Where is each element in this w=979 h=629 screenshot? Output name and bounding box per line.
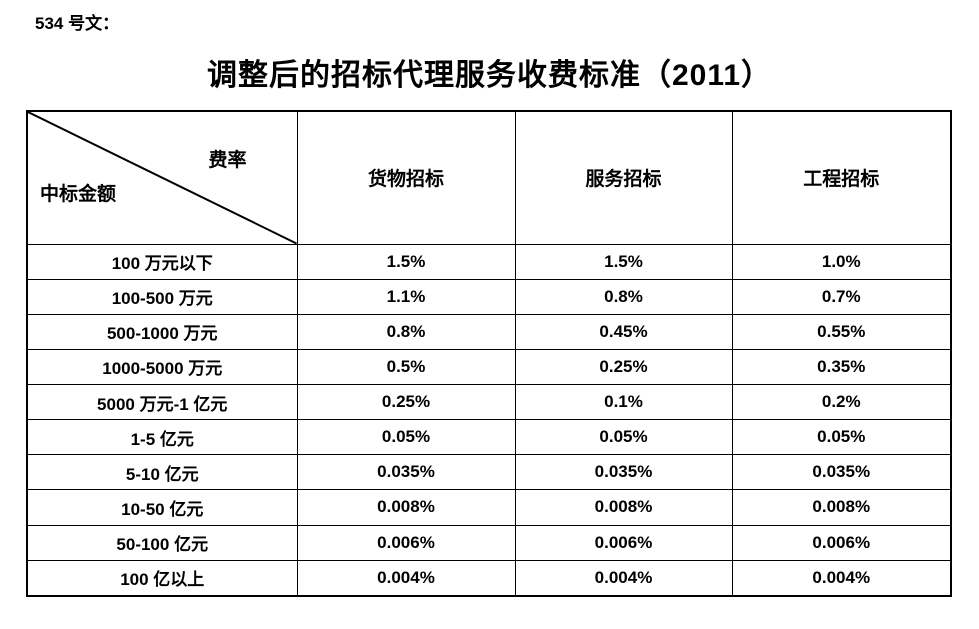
table-row: 100-500 万元 1.1% 0.8% 0.7% [26,278,952,315]
diagonal-line [28,112,297,244]
rate-cell: 0.8% [296,313,516,350]
rate-cell: 0.008% [514,489,733,526]
row-label-cell: 10-50 亿元 [26,489,298,526]
row-label-cell: 500-1000 万元 [26,313,298,350]
row-label-cell: 1-5 亿元 [26,419,298,456]
row-label-cell: 1000-5000 万元 [26,348,298,386]
row-label-cell: 50-100 亿元 [26,524,298,561]
rate-cell: 0.05% [514,419,733,456]
rate-cell: 0.2% [731,383,952,421]
rate-cell: 0.008% [296,489,516,526]
rate-cell: 0.035% [514,454,733,491]
table-row: 50-100 亿元 0.006% 0.006% 0.006% [26,524,952,561]
rate-cell: 0.035% [731,454,952,491]
rate-cell: 0.006% [514,524,733,561]
row-label-cell: 100 亿以上 [26,559,298,597]
rate-cell: 0.004% [296,559,516,597]
column-header-goods: 货物招标 [296,110,516,245]
rate-cell: 0.006% [296,524,516,561]
column-header-services: 服务招标 [514,110,733,245]
rate-cell: 1.5% [514,243,733,280]
rate-cell: 0.55% [731,313,952,350]
rate-cell: 0.45% [514,313,733,350]
doc-number-label: 534 号文： [35,14,120,33]
table-row: 5-10 亿元 0.035% 0.035% 0.035% [26,454,952,491]
table-row: 100 万元以下 1.5% 1.5% 1.0% [26,243,952,280]
rate-cell: 1.0% [731,243,952,280]
rate-cell: 0.05% [296,419,516,456]
row-label-cell: 100-500 万元 [26,278,298,315]
column-header-engineering: 工程招标 [731,110,952,245]
rate-cell: 0.004% [514,559,733,597]
rate-cell: 1.5% [296,243,516,280]
rate-cell: 0.35% [731,348,952,386]
rate-cell: 0.25% [514,348,733,386]
rate-cell: 0.8% [514,278,733,315]
row-label-cell: 5000 万元-1 亿元 [26,383,298,421]
table-row: 1-5 亿元 0.05% 0.05% 0.05% [26,419,952,456]
table-row: 5000 万元-1 亿元 0.25% 0.1% 0.2% [26,383,952,421]
rate-cell: 0.5% [296,348,516,386]
rate-cell: 0.004% [731,559,952,597]
fee-rate-table: 费率 中标金额 货物招标 服务招标 工程招标 100 万元以下 1.5% 1.5… [26,110,952,597]
rate-cell: 0.1% [514,383,733,421]
corner-label-rate: 费率 [208,150,247,171]
row-label-cell: 5-10 亿元 [26,454,298,491]
corner-label-amount: 中标金额 [40,184,117,205]
rate-cell: 0.006% [731,524,952,561]
table-row: 1000-5000 万元 0.5% 0.25% 0.35% [26,348,952,386]
table-row: 10-50 亿元 0.008% 0.008% 0.008% [26,489,952,526]
row-label-cell: 100 万元以下 [26,243,298,280]
corner-header-cell: 费率 中标金额 [26,110,298,245]
table-row: 500-1000 万元 0.8% 0.45% 0.55% [26,313,952,350]
page-title: 调整后的招标代理服务收费标准（2011） [206,59,773,92]
rate-cell: 0.05% [731,419,952,456]
header-row: 费率 中标金额 货物招标 服务招标 工程招标 [26,110,952,245]
rate-cell: 1.1% [296,278,516,315]
rate-cell: 0.7% [731,278,952,315]
rate-cell: 0.008% [731,489,952,526]
rate-cell: 0.25% [296,383,516,421]
rate-cell: 0.035% [296,454,516,491]
table-row: 100 亿以上 0.004% 0.004% 0.004% [26,559,952,597]
